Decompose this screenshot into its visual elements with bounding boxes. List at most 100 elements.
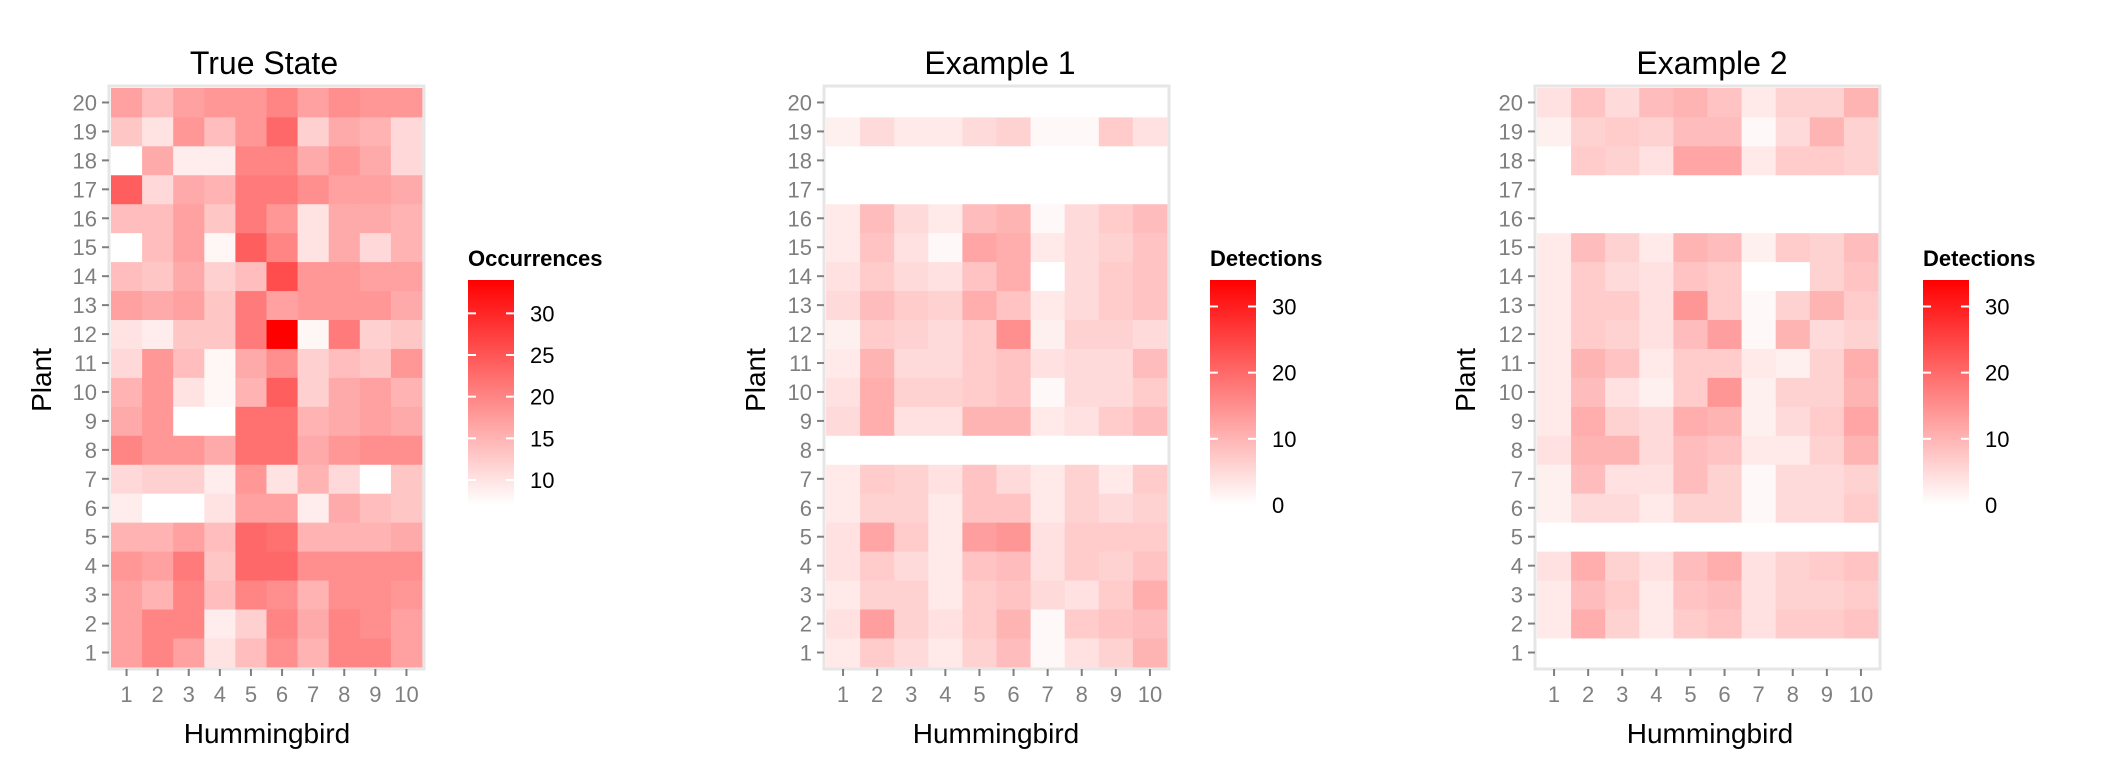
heatmap-cell (111, 88, 143, 118)
heatmap-cell (1571, 464, 1606, 494)
heatmap-cell (1098, 377, 1134, 407)
heatmap-cell (1098, 522, 1134, 552)
heatmap-cell (1741, 203, 1777, 234)
heatmap-cell (1030, 261, 1066, 292)
legend-tick-labels: 10 15 20 25 30 (468, 301, 554, 493)
heatmap-cell (1098, 290, 1134, 320)
heatmap-cell (1673, 464, 1708, 494)
heatmap-cell (1098, 116, 1134, 147)
heatmap-cell (962, 638, 997, 668)
y-tick-label: 14 (788, 264, 812, 289)
heatmap-cell (1605, 203, 1640, 234)
heatmap-cell (1537, 551, 1572, 581)
heatmap-cell (962, 609, 997, 639)
heatmap-cell (1741, 174, 1777, 205)
heatmap-cell (1809, 609, 1845, 639)
heatmap-cell (1741, 493, 1777, 523)
heatmap-cell (1030, 348, 1066, 378)
heatmap-cell (1639, 406, 1674, 436)
heatmap-cell (860, 493, 895, 523)
heatmap-cell (1809, 580, 1845, 610)
heatmap-cell (1741, 551, 1777, 581)
heatmap-cell (1571, 116, 1606, 147)
y-tick-label: 2 (800, 612, 812, 637)
heatmap-cell (328, 319, 361, 349)
heatmap-cell (390, 580, 423, 610)
heatmap-cell (826, 203, 861, 234)
heatmap-cell (826, 609, 861, 639)
heatmap-cell (1843, 580, 1879, 610)
heatmap-cell (111, 174, 143, 205)
heatmap-cell (297, 377, 330, 407)
y-axis-title: Plant (740, 348, 771, 412)
heatmap-cell (1571, 203, 1606, 234)
color-legend: Detections 0 10 20 30 (1923, 246, 2035, 518)
heatmap-cell (111, 348, 143, 378)
heatmap-cell (1098, 638, 1134, 668)
heatmap-cell (142, 348, 174, 378)
heatmap-cell (1741, 522, 1777, 552)
legend-title: Occurrences (468, 246, 603, 271)
y-tick-label: 15 (1499, 235, 1523, 260)
heatmap-cell (962, 116, 997, 147)
legend-tick-label: 30 (1985, 294, 2009, 319)
y-tick-label: 10 (788, 380, 812, 405)
heatmap-cell (1537, 232, 1572, 263)
heatmap-cell (1843, 493, 1879, 523)
heatmap-cell (266, 116, 298, 147)
heatmap-cell (1030, 88, 1066, 118)
y-tick-label: 18 (73, 148, 97, 173)
heatmap-cell (860, 88, 895, 118)
heatmap-cell (111, 464, 143, 494)
heatmap-cell (266, 261, 298, 292)
heatmap-cell (390, 638, 423, 668)
heatmap-cell (826, 406, 861, 436)
heatmap-cell (390, 464, 423, 494)
heatmap-cell (860, 203, 895, 234)
heatmap-cell (142, 435, 174, 465)
heatmap-cell (235, 203, 267, 234)
heatmap-cell (266, 609, 298, 639)
heatmap-cell (142, 319, 174, 349)
heatmap-cell (1707, 377, 1742, 407)
x-tick-label: 5 (1684, 682, 1696, 707)
legend-tick-labels: 0 10 20 30 (1923, 294, 2009, 518)
heatmap-cell (996, 203, 1031, 234)
heatmap-cell (142, 609, 174, 639)
heatmap-cell (1809, 522, 1845, 552)
heatmap-cell (1775, 406, 1811, 436)
heatmap-cell (1571, 493, 1606, 523)
heatmap-cell (1537, 435, 1572, 465)
heatmap-cell (1132, 116, 1168, 147)
heatmap-cell (1707, 609, 1742, 639)
heatmap-cell (928, 493, 963, 523)
heatmap-cells (1537, 88, 1879, 668)
heatmap-cell (1639, 377, 1674, 407)
heatmap-cell (1809, 116, 1845, 147)
heatmap-cell (1639, 551, 1674, 581)
heatmap-cell (962, 174, 997, 205)
heatmap-cell (266, 522, 298, 552)
heatmap-cell (1537, 493, 1572, 523)
heatmap-cell (826, 580, 861, 610)
y-tick-label: 2 (1511, 612, 1523, 637)
heatmap-cell (1571, 609, 1606, 639)
y-axis-title: Plant (1450, 348, 1481, 412)
heatmap-cell (1673, 638, 1708, 668)
heatmap-cell (266, 319, 298, 349)
heatmap-cell (962, 406, 997, 436)
y-tick-label: 11 (74, 351, 97, 376)
heatmap-cell (142, 464, 174, 494)
heatmap-cell (1775, 638, 1811, 668)
x-tick-label: 2 (152, 682, 164, 707)
heatmap-cell (142, 232, 174, 263)
heatmap-cell (1571, 638, 1606, 668)
heatmap-cell (1809, 348, 1845, 378)
y-tick-label: 13 (788, 293, 812, 318)
heatmap-cell (1132, 290, 1168, 320)
heatmap-cell (1843, 348, 1879, 378)
heatmap-cell (1030, 406, 1066, 436)
x-tick-label: 1 (120, 682, 132, 707)
heatmap-cell (1098, 348, 1134, 378)
